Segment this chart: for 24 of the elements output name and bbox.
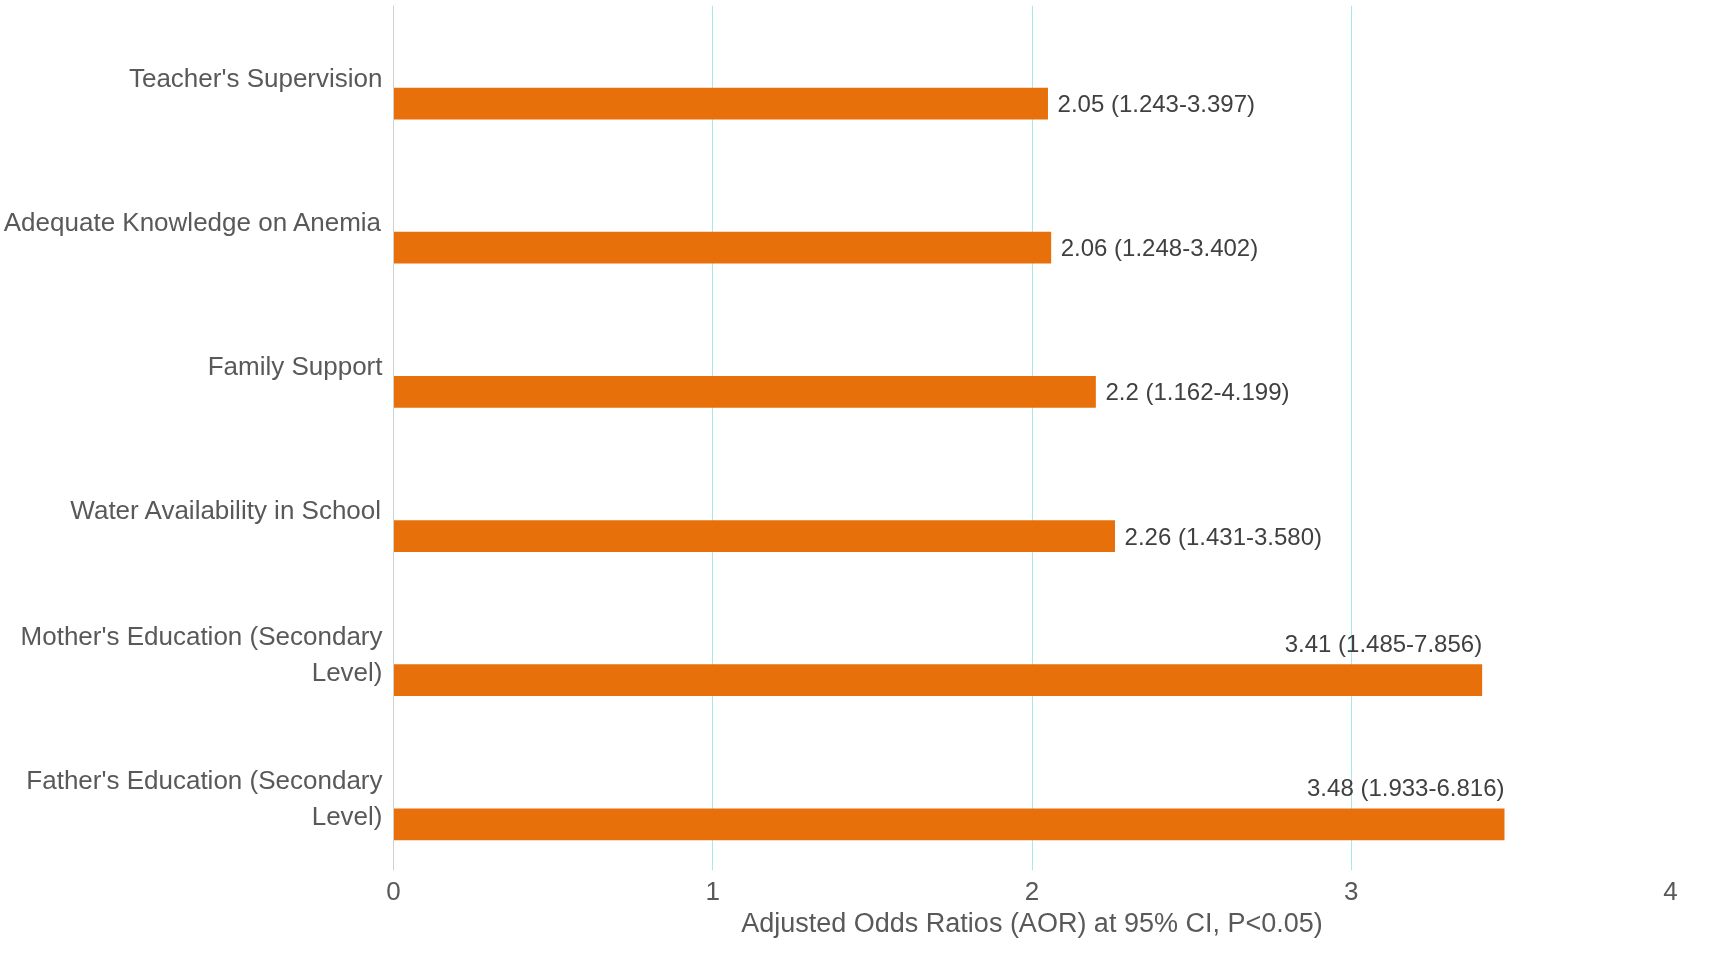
y-tick-label: Mother's Education (Secondary Level): [20, 621, 383, 688]
data-label: 2.05 (1.243-3.397): [1057, 90, 1256, 118]
y-tick-label: Family Support: [207, 350, 384, 381]
bar: [393, 808, 1505, 841]
y-tick-label: Water Availability in School: [70, 495, 382, 526]
x-axis-title: Adjusted Odds Ratios (AOR) at 95% CI, P<0.05): [741, 907, 1323, 938]
y-tick-label: Teacher's Supervision: [128, 62, 383, 93]
data-label: 3.48 (1.933-6.816): [1307, 774, 1505, 802]
data-label: 2.06 (1.248-3.402): [1060, 234, 1259, 262]
data-label: 2.26 (1.431-3.580): [1124, 522, 1323, 550]
x-tick-label: 2: [1024, 875, 1040, 906]
y-tick-label: Adequate Knowledge on Anemia: [3, 206, 382, 237]
x-tick-label: 3: [1344, 875, 1359, 906]
bar: [393, 376, 1096, 408]
x-tick-label: 4: [1663, 875, 1678, 906]
y-tick-label: Father's Education (Secondary Level): [26, 765, 383, 832]
bar: [393, 664, 1483, 697]
x-tick-label: 0: [386, 875, 401, 906]
data-label: 3.41 (1.485-7.856): [1284, 630, 1483, 658]
data-label: 2.2 (1.162-4.199): [1105, 378, 1290, 406]
bar: [393, 520, 1116, 552]
bar: [393, 231, 1052, 264]
bar: [393, 87, 1048, 120]
x-tick-label: 1: [705, 875, 720, 906]
